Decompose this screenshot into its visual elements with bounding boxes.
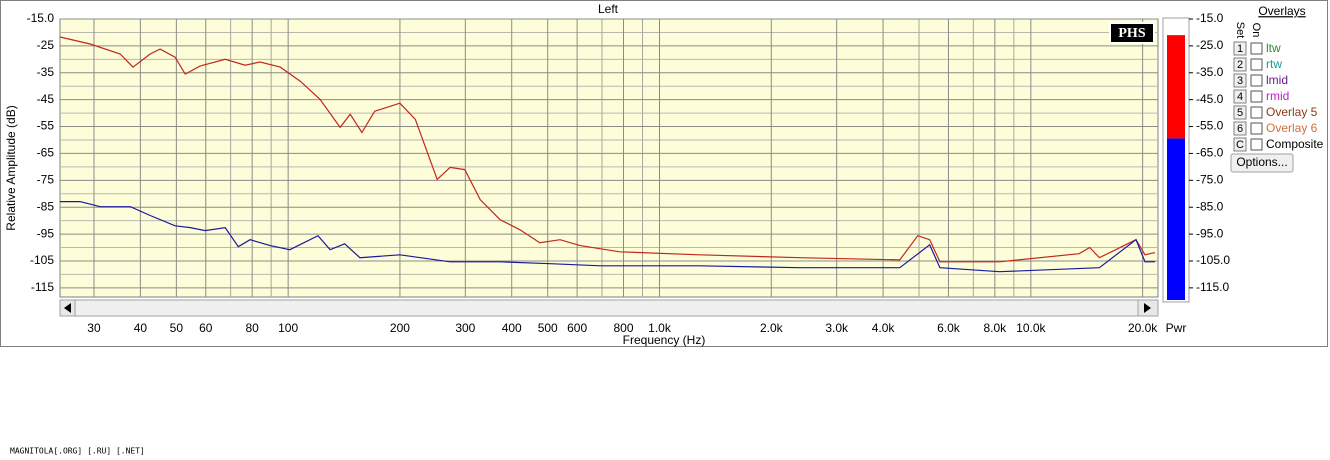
- series-line: [60, 201, 1155, 273]
- badge-box: [1109, 22, 1155, 44]
- overlay-key: 2: [1237, 59, 1243, 71]
- x-tick-label: 8.0k: [984, 321, 1008, 335]
- overlay-label: Composite: [1266, 137, 1324, 151]
- x-tick-label: 30: [87, 321, 101, 335]
- arrow-icon: [1144, 303, 1151, 313]
- meter-level: [1167, 138, 1185, 300]
- overlay-set-button[interactable]: [1233, 41, 1247, 56]
- meter-tick-label: -95.0: [1196, 226, 1224, 240]
- plot-area: [59, 18, 1159, 298]
- y-tick-label: -35: [37, 65, 55, 79]
- overlay-checkbox[interactable]: [1250, 74, 1263, 87]
- overlay-label: rmid: [1266, 89, 1289, 103]
- y-tick-label: -105: [30, 253, 54, 267]
- meter-tick-label: -65.0: [1196, 146, 1224, 160]
- options-button[interactable]: [1230, 153, 1294, 173]
- x-tick-label: 3.0k: [825, 321, 849, 335]
- y-tick-label: -85: [37, 199, 55, 213]
- options-button-label[interactable]: Options...: [1236, 155, 1287, 169]
- y-tick-label: -15.0: [27, 11, 55, 25]
- x-tick-label: 40: [134, 321, 148, 335]
- x-tick-label: 4.0k: [872, 321, 896, 335]
- y-tick-label: -45: [37, 92, 55, 106]
- meter-tick-label: -15.0: [1196, 11, 1224, 25]
- watermark: MAGNITOLA[.ORG] [.RU] [.NET]: [10, 447, 145, 456]
- overlay-checkbox[interactable]: [1250, 122, 1263, 135]
- meter-tick-label: -105.0: [1196, 253, 1230, 267]
- y-tick-label: -25: [37, 38, 55, 52]
- overlay-checkbox[interactable]: [1250, 90, 1263, 103]
- badge: PHS: [1118, 26, 1145, 41]
- meter-tick-label: -35.0: [1196, 65, 1224, 79]
- x-tick-label: 50: [170, 321, 184, 335]
- scroll-track[interactable]: [59, 299, 1159, 317]
- overlay-label: Overlay 6: [1266, 121, 1318, 135]
- set-header: Set: [1234, 22, 1246, 39]
- overlay-label: ltw: [1266, 41, 1281, 55]
- overlay-key: 1: [1237, 43, 1243, 55]
- series-line: [59, 36, 1156, 263]
- overlay-set-button[interactable]: [1233, 137, 1247, 152]
- overlay-key: 6: [1237, 123, 1243, 135]
- overlay-set-button[interactable]: [1233, 73, 1247, 88]
- meter-tick-label: -85.0: [1196, 199, 1224, 213]
- meter-tick-label: -55.0: [1196, 119, 1224, 133]
- overlay-checkbox[interactable]: [1250, 42, 1263, 55]
- overlay-checkbox[interactable]: [1250, 138, 1263, 151]
- x-tick-label: 300: [455, 321, 475, 335]
- overlays-title: Overlays: [1258, 4, 1305, 18]
- overlay-checkbox[interactable]: [1250, 58, 1263, 71]
- meter-tick-label: -45.0: [1196, 92, 1224, 106]
- x-tick-label: 1.0k: [648, 321, 672, 335]
- x-axis-label: Frequency (Hz): [623, 333, 706, 347]
- x-tick-label: 6.0k: [937, 321, 961, 335]
- overlay-key: C: [1236, 139, 1244, 151]
- x-tick-label: 800: [613, 321, 633, 335]
- y-axis-label: Relative Amplitude (dB): [4, 105, 18, 230]
- x-tick-label: 200: [390, 321, 410, 335]
- overlay-set-button[interactable]: [1233, 105, 1247, 120]
- y-tick-label: -65: [37, 146, 55, 160]
- plot-background: [59, 18, 1159, 298]
- x-tick-label: 10.0k: [1016, 321, 1046, 335]
- overlay-key: 5: [1237, 107, 1243, 119]
- x-tick-label: 80: [245, 321, 259, 335]
- overlay-label: lmid: [1266, 73, 1288, 87]
- x-tick-label: 60: [199, 321, 213, 335]
- x-tick-label: 400: [502, 321, 522, 335]
- meter-tick-label: -115.0: [1196, 280, 1229, 294]
- meter-tick-label: -75.0: [1196, 172, 1224, 186]
- overlay-key: 3: [1237, 75, 1243, 87]
- overlay-set-button[interactable]: [1233, 121, 1247, 136]
- x-tick-label: 2.0k: [760, 321, 784, 335]
- overlay-label: rtw: [1266, 57, 1282, 71]
- y-tick-label: -95: [37, 226, 55, 240]
- on-header: On: [1250, 23, 1262, 38]
- meter-tick-label: -25.0: [1196, 38, 1224, 52]
- y-tick-label: -55: [37, 119, 55, 133]
- overlay-set-button[interactable]: [1233, 89, 1247, 104]
- arrow-icon: [64, 303, 71, 313]
- overlay-label: Overlay 5: [1266, 105, 1318, 119]
- meter-peak: [1167, 35, 1185, 139]
- x-tick-label: 500: [538, 321, 558, 335]
- overlay-checkbox[interactable]: [1250, 106, 1263, 119]
- scrollbar[interactable]: [59, 299, 1159, 317]
- chart-title: Left: [598, 2, 619, 16]
- x-tick-label: 100: [278, 321, 298, 335]
- overlay-key: 4: [1237, 91, 1243, 103]
- overlay-set-button[interactable]: [1233, 57, 1247, 72]
- y-tick-label: -75: [37, 172, 55, 186]
- x-tick-label: 20.0k: [1128, 321, 1158, 335]
- x-tick-label: 600: [567, 321, 587, 335]
- meter-label: Pwr: [1166, 321, 1187, 335]
- y-tick-label: -115: [31, 280, 54, 294]
